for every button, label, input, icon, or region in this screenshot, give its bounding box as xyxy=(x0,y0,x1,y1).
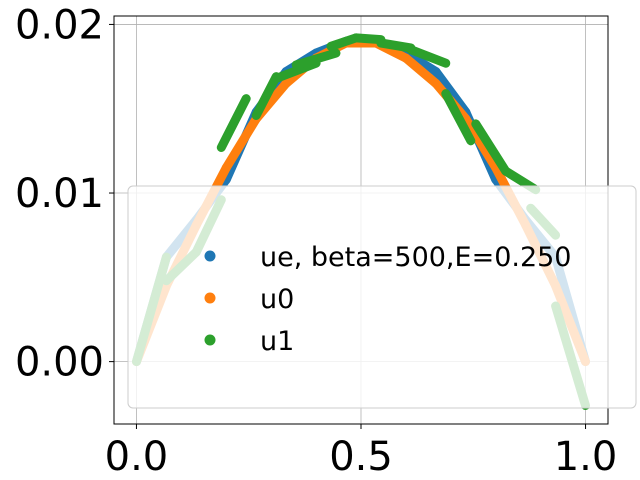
legend-marker-0 xyxy=(204,250,216,262)
y-tick-label-1: 0.01 xyxy=(15,171,104,217)
legend: ue, beta=500,E=0.250 u0 u1 xyxy=(127,185,637,409)
series-2-segment-4 xyxy=(251,72,281,120)
y-tick-label-0: 0.00 xyxy=(15,340,104,386)
y-tick-label-2: 0.02 xyxy=(15,2,104,48)
x-tick-label-1: 0.5 xyxy=(329,434,393,480)
series-2-segment-12 xyxy=(471,119,511,176)
series-2-segment-10 xyxy=(406,45,451,68)
legend-box xyxy=(127,185,637,409)
legend-label-0: ue, beta=500,E=0.250 xyxy=(260,242,572,273)
series-0-segment-10 xyxy=(431,67,471,117)
legend-label-2: u1 xyxy=(260,326,294,357)
series-2-segment-3 xyxy=(216,94,251,152)
legend-marker-2 xyxy=(204,334,216,346)
x-tick-label-2: 1.0 xyxy=(554,434,618,480)
series-2-segment-9 xyxy=(376,38,416,53)
series-2-segment-8 xyxy=(351,33,386,45)
legend-label-1: u0 xyxy=(260,284,294,315)
series-1-segment-9 xyxy=(401,53,441,88)
legend-marker-1 xyxy=(204,292,216,304)
series-0-segment-9 xyxy=(401,48,441,77)
series-2-segment-6 xyxy=(291,48,341,70)
series-2-segment-11 xyxy=(441,89,476,146)
series-2-segment-5 xyxy=(271,58,321,83)
x-tick-label-0: 0.0 xyxy=(105,434,169,480)
series-1-segment-3 xyxy=(221,114,261,173)
series-1-segment-11 xyxy=(461,114,501,173)
